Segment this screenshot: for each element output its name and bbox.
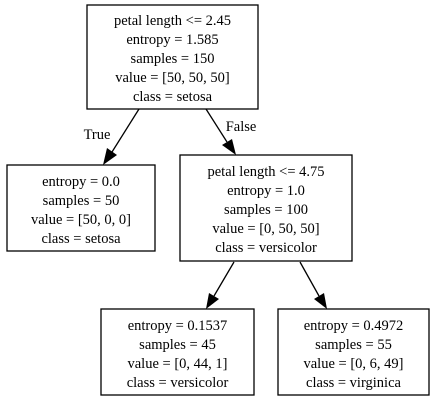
tree-node-left: entropy = 0.0 samples = 50 value = [50, … — [6, 164, 156, 252]
edge-label-false: False — [226, 119, 257, 135]
node-root-line-3: samples = 150 — [131, 51, 215, 67]
node-right-right-line-1: entropy = 0.4972 — [304, 318, 404, 334]
node-right-right-line-2: samples = 55 — [315, 337, 392, 353]
node-box-right-right — [277, 308, 430, 396]
edge-root-right — [205, 108, 228, 143]
node-right-left-line-3: value = [0, 44, 1] — [128, 356, 228, 372]
tree-node-root: petal length <= 2.45 entropy = 1.585 sam… — [86, 4, 259, 110]
node-right-left-line-2: samples = 45 — [139, 337, 216, 353]
node-right-line-4: value = [0, 50, 50] — [212, 221, 319, 237]
node-right-line-1: petal length <= 4.75 — [207, 164, 324, 180]
tree-node-right-right: entropy = 0.4972 samples = 55 value = [0… — [277, 308, 430, 396]
arrowhead-root-left — [103, 148, 117, 165]
arrowhead-right-rightright — [314, 293, 327, 309]
node-left-line-4: class = setosa — [41, 231, 121, 247]
arrowhead-right-rightleft — [206, 293, 219, 309]
edge-right-rightleft — [213, 261, 235, 297]
node-box-right-left — [100, 308, 255, 396]
node-root-line-1: petal length <= 2.45 — [114, 13, 231, 29]
tree-node-right-left: entropy = 0.1537 samples = 45 value = [0… — [100, 308, 255, 396]
node-right-left-line-4: class = versicolor — [127, 375, 229, 391]
node-left-line-1: entropy = 0.0 — [42, 174, 120, 190]
tree-edges — [103, 108, 327, 309]
edge-label-true: True — [84, 127, 111, 143]
node-right-left-line-1: entropy = 0.1537 — [128, 318, 228, 334]
node-root-line-4: value = [50, 50, 50] — [115, 70, 230, 86]
edge-right-rightright — [299, 261, 320, 297]
node-box-right — [179, 154, 353, 262]
node-root-line-2: entropy = 1.585 — [126, 32, 218, 48]
edge-root-left — [111, 108, 140, 153]
node-box-left — [6, 164, 156, 252]
node-right-right-line-4: class = virginica — [306, 375, 401, 391]
node-right-line-2: entropy = 1.0 — [227, 183, 305, 199]
node-box-root — [86, 4, 259, 110]
arrowhead-root-right — [222, 139, 236, 155]
node-left-line-3: value = [50, 0, 0] — [31, 212, 131, 228]
node-right-line-3: samples = 100 — [224, 202, 308, 218]
node-root-line-5: class = setosa — [133, 89, 213, 105]
tree-node-right: petal length <= 4.75 entropy = 1.0 sampl… — [179, 154, 353, 262]
node-left-line-2: samples = 50 — [43, 193, 120, 209]
node-right-line-5: class = versicolor — [215, 240, 317, 256]
node-right-right-line-3: value = [0, 6, 49] — [304, 356, 404, 372]
